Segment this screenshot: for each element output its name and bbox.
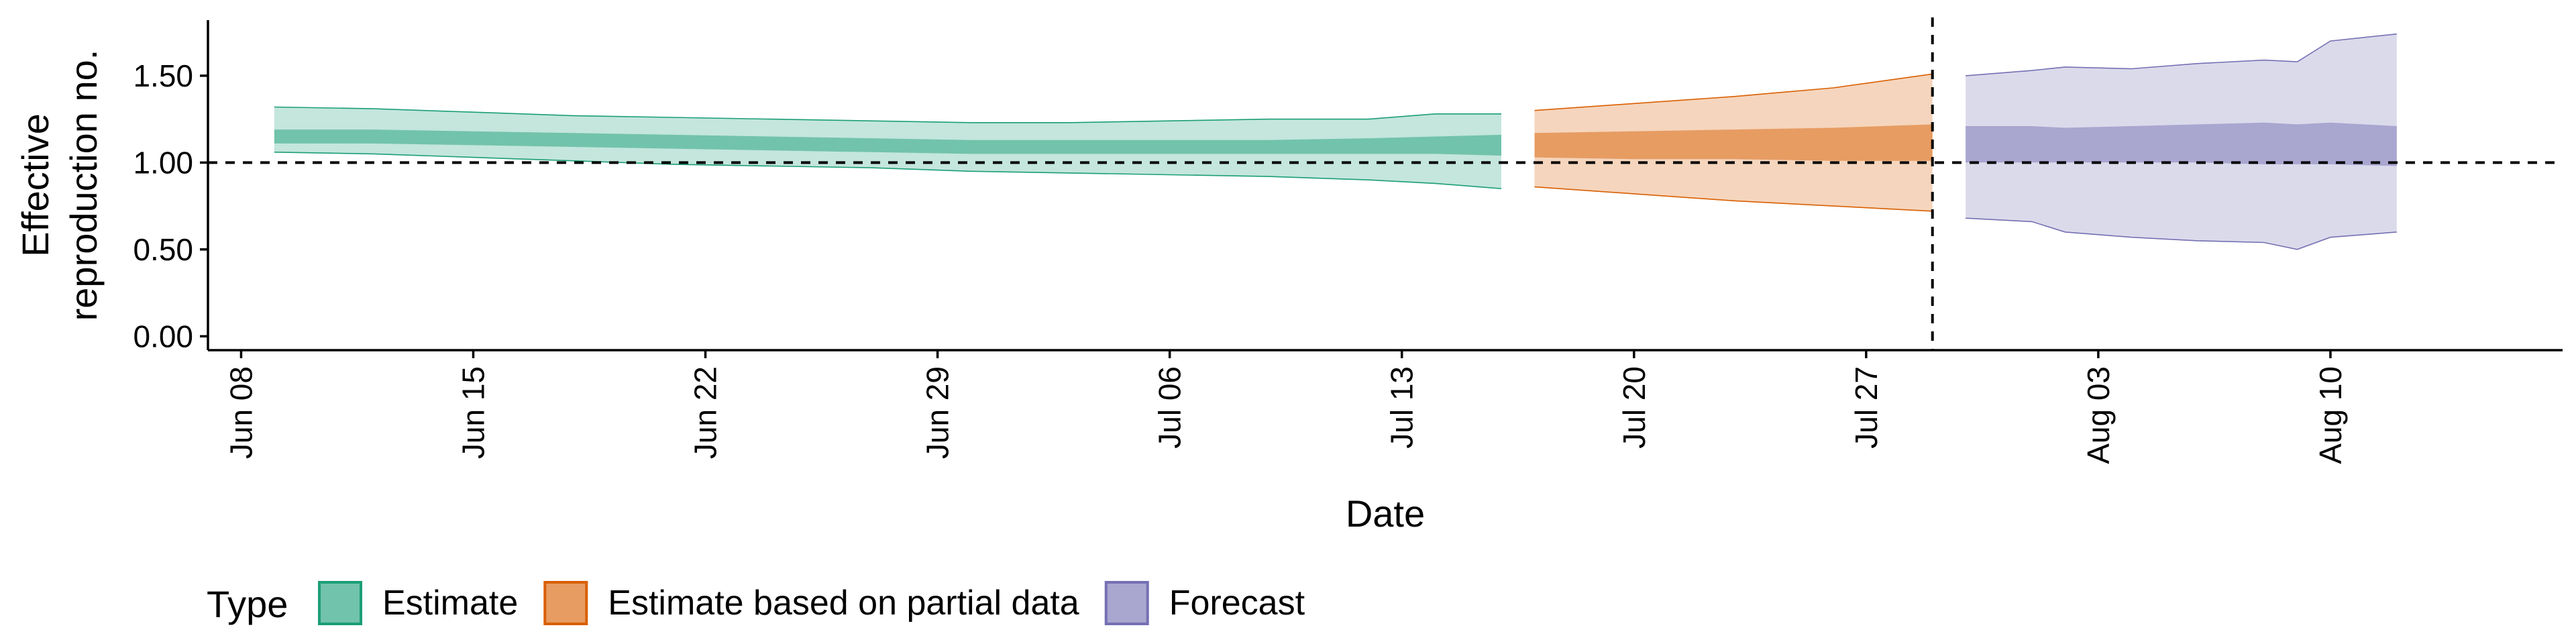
chart-axes: 0.00 0.50 1.00 1.50 Jun 08 Jun 15 Jun 22 Jun 29… xyxy=(14,20,2563,535)
series-forecast xyxy=(1966,33,2397,250)
band-upper-edge-forecast xyxy=(1966,33,2397,76)
legend: Type Estimate Estimate based on partial da… xyxy=(207,581,1305,625)
band-lower-edge-estimate-based-on-partial-data xyxy=(1534,186,1933,212)
x-tick-label: Jun 08 xyxy=(223,366,258,459)
legend-swatch xyxy=(543,581,588,625)
legend-label: Estimate xyxy=(382,584,518,623)
y-tick-label: 1.00 xyxy=(133,145,193,180)
x-tick-label: Jul 06 xyxy=(1152,366,1187,449)
band-50-estimate-based-on-partial-data xyxy=(1534,124,1933,161)
legend-swatch xyxy=(1104,581,1149,625)
y-tick-label: 1.50 xyxy=(133,58,193,93)
legend-title: Type xyxy=(207,583,288,625)
legend-label: Estimate based on partial data xyxy=(608,584,1079,623)
x-tick-label: Jun 22 xyxy=(688,366,723,459)
band-50-forecast xyxy=(1966,122,2397,166)
x-axis-title: Date xyxy=(1346,492,1425,535)
y-tick-label: 0.00 xyxy=(133,319,193,354)
x-tick-label: Aug 10 xyxy=(2313,366,2348,464)
y-axis-title: Effective reproduction no. xyxy=(14,50,105,321)
legend-item-forecast: Forecast xyxy=(1104,581,1305,625)
reference-lines xyxy=(208,17,2563,350)
x-tick-label: Jun 15 xyxy=(455,366,490,459)
x-tick-label: Jul 20 xyxy=(1617,366,1652,449)
series-estimate-based-on-partial-data xyxy=(1534,73,1933,212)
band-upper-edge-estimate xyxy=(274,106,1501,123)
band-lower-edge-forecast xyxy=(1966,217,2397,250)
legend-item-estimate-based-on-partial-data: Estimate based on partial data xyxy=(543,581,1079,625)
band-lower-edge-estimate xyxy=(274,152,1502,189)
legend-item-estimate: Estimate xyxy=(318,581,518,625)
chart-bands xyxy=(274,33,2397,250)
x-tick-label: Jun 29 xyxy=(920,366,955,459)
band-upper-edge-estimate-based-on-partial-data xyxy=(1534,73,1933,111)
x-tick-label: Aug 03 xyxy=(2081,366,2116,464)
x-tick-label: Jul 13 xyxy=(1385,366,1419,449)
legend-label: Forecast xyxy=(1169,584,1305,623)
y-tick-label: 0.50 xyxy=(133,232,193,267)
series-estimate xyxy=(274,106,1502,189)
band-50-estimate xyxy=(274,129,1501,156)
x-tick-label: Jul 27 xyxy=(1849,366,1884,449)
legend-swatch xyxy=(318,581,362,625)
